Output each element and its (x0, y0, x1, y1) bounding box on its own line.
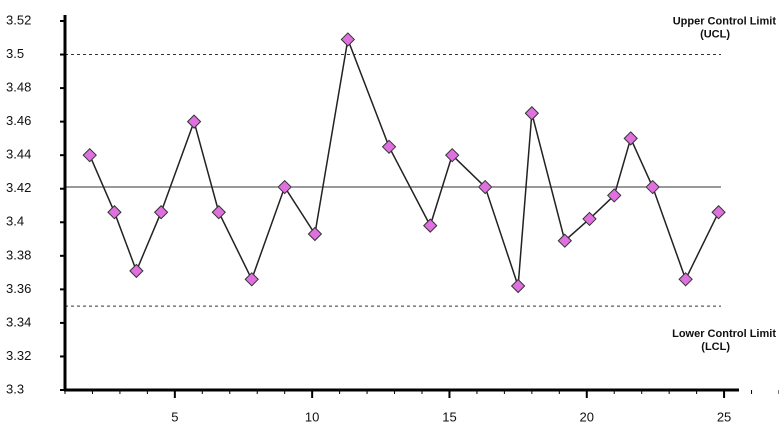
x-tick-label: 5 (171, 409, 178, 424)
y-tick-label: 3.32 (6, 348, 31, 363)
data-point (711, 205, 726, 220)
data-point (623, 131, 638, 146)
data-point (678, 272, 693, 287)
series-line (89, 36, 720, 287)
data-point (211, 205, 226, 220)
y-tick-label: 3.48 (6, 80, 31, 95)
y-tick-label: 3.36 (6, 281, 31, 296)
annotation: (UCL) (700, 28, 730, 40)
y-tick-label: 3.34 (6, 314, 31, 329)
data-point (340, 32, 356, 47)
y-tick-label: 3.46 (6, 113, 31, 128)
y-tick-label: 3.4 (6, 214, 24, 229)
annotation: Upper Control Limit (673, 15, 777, 27)
y-tick-label: 3.38 (6, 247, 31, 262)
x-tick-label: 25 (717, 409, 731, 424)
data-point (582, 211, 597, 227)
data-point (129, 263, 144, 279)
y-tick-label: 3.3 (6, 381, 24, 396)
data-point (423, 218, 438, 233)
data-point (244, 272, 259, 287)
data-point (524, 106, 540, 121)
annotation: Lower Control Limit (672, 328, 776, 340)
data-point (153, 205, 169, 220)
data-point (381, 139, 397, 155)
y-tick-label: 3.44 (6, 147, 31, 162)
annotation: (LCL) (701, 341, 730, 353)
y-tick-label: 3.42 (6, 180, 31, 195)
data-point (186, 114, 202, 129)
x-tick-label: 15 (442, 409, 456, 424)
data-point (645, 179, 660, 195)
y-tick-label: 3.5 (6, 46, 24, 61)
data-point (82, 147, 97, 163)
data-point (557, 233, 573, 248)
data-point (607, 188, 622, 203)
x-tick-label: 20 (580, 409, 594, 424)
data-point (107, 205, 122, 220)
y-tick-label: 3.52 (6, 12, 31, 27)
data-point (445, 147, 460, 163)
data-point (307, 226, 323, 242)
data-point (277, 179, 292, 195)
data-point (510, 278, 526, 294)
x-tick-label: 10 (305, 409, 319, 424)
data-point (477, 179, 493, 195)
